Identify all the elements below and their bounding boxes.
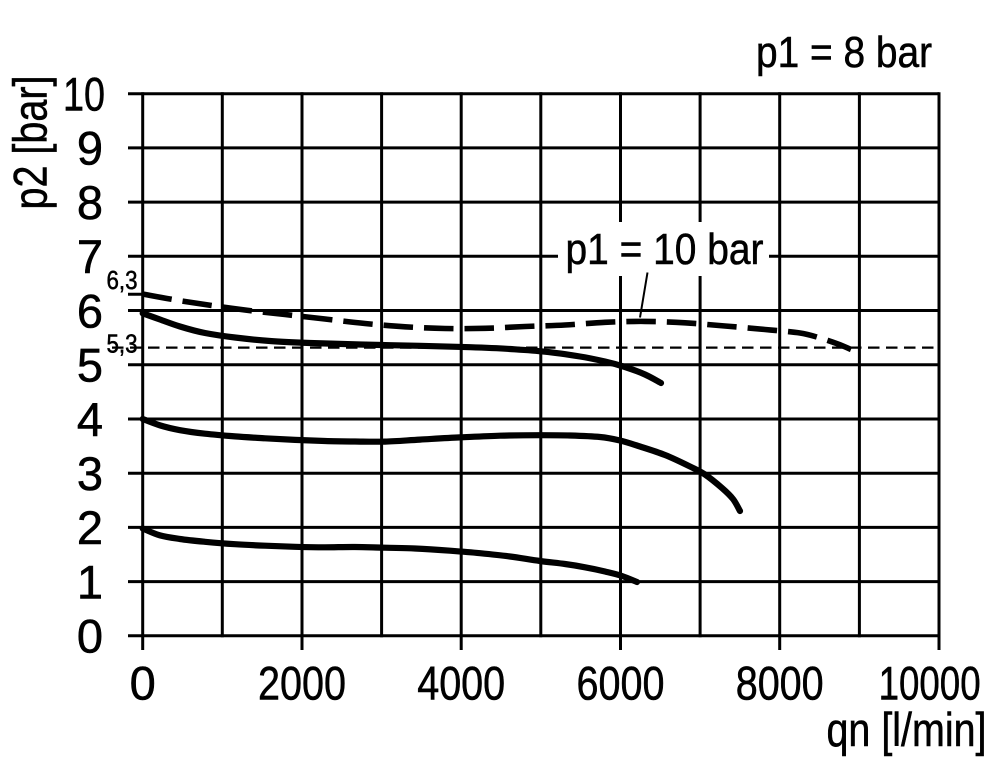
svg-text:10: 10 [63, 68, 105, 121]
svg-text:10000: 10000 [879, 657, 981, 710]
svg-text:8000: 8000 [736, 657, 824, 710]
svg-text:6: 6 [77, 284, 103, 337]
svg-text:2000: 2000 [258, 657, 346, 710]
svg-text:p2 [bar]: p2 [bar] [4, 76, 57, 210]
svg-text:6,3: 6,3 [107, 267, 138, 295]
svg-text:7: 7 [77, 230, 103, 283]
svg-text:qn [l/min]: qn [l/min] [827, 703, 987, 756]
svg-text:5,3: 5,3 [107, 331, 138, 359]
svg-text:6000: 6000 [577, 657, 665, 710]
svg-text:1: 1 [77, 555, 103, 608]
svg-text:5: 5 [77, 339, 103, 392]
svg-text:2: 2 [77, 501, 103, 554]
svg-text:0: 0 [130, 657, 156, 710]
svg-text:9: 9 [77, 122, 103, 175]
svg-text:3: 3 [77, 447, 103, 500]
svg-text:p1 = 10 bar: p1 = 10 bar [566, 225, 764, 274]
svg-text:4000: 4000 [417, 657, 505, 710]
svg-text:8: 8 [77, 176, 103, 229]
svg-text:0: 0 [77, 610, 103, 663]
svg-text:p1 = 8 bar: p1 = 8 bar [756, 28, 932, 77]
svg-text:4: 4 [77, 393, 103, 446]
